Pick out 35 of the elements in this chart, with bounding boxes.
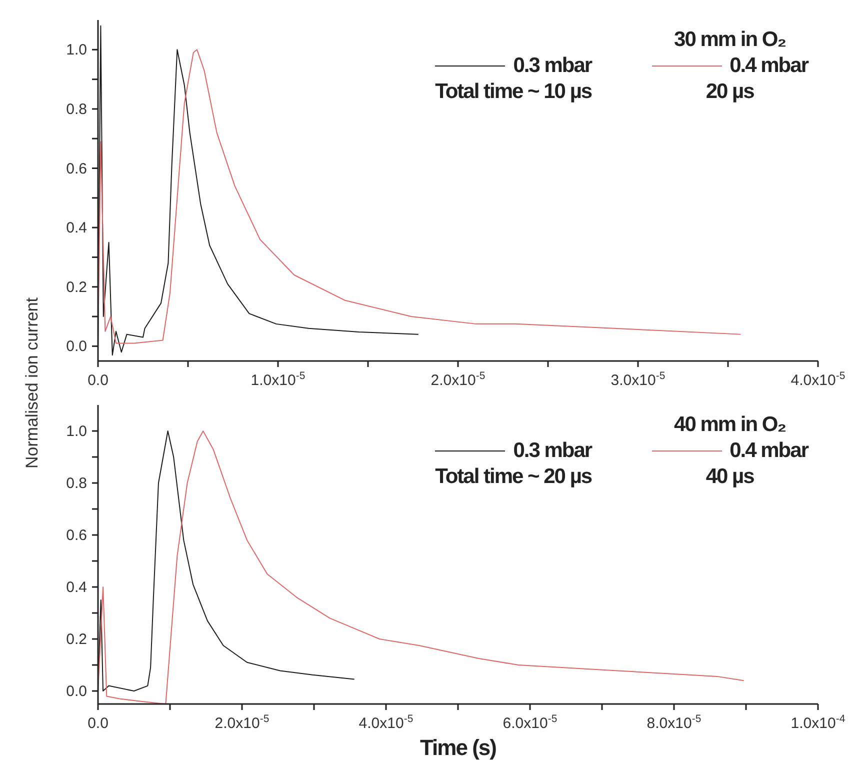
x-tick-label: 6.0x10$^{-5}$ [502, 713, 558, 732]
annotation: 40 mm in O₂ [673, 413, 787, 437]
y-tick-label: 1.0 [66, 42, 87, 59]
x-tick-label: 2.0x10$^{-5}$ [214, 713, 270, 732]
legend-label: 0.4 mbar [730, 54, 808, 78]
x-tick-label: 1.0x10$^{-5}$ [250, 370, 306, 389]
x-tick-label: 0.0 [88, 372, 108, 389]
annotation: 30 mm in O₂ [673, 28, 787, 52]
x-tick-label: 4.0x10$^{-5}$ [790, 370, 846, 389]
y-axis-title: Normalised ion current [22, 297, 42, 469]
legend-label: 0.4 mbar [730, 439, 808, 463]
annotation: Total time ~ 10 µs [435, 80, 592, 104]
legend-label: 0.3 mbar [513, 54, 592, 78]
x-axis-title: Time (s) [419, 734, 497, 762]
y-tick-label: 0.8 [66, 475, 87, 492]
y-tick-label: 0.4 [66, 220, 87, 237]
annotation: 20 µs [704, 80, 755, 104]
y-tick-label: 1.0 [66, 423, 87, 440]
y-tick-label: 0.0 [66, 338, 87, 356]
y-tick-label: 0.8 [66, 100, 87, 118]
annotation: Total time ~ 20 µs [435, 465, 592, 489]
legend-label: 0.3 mbar [513, 439, 592, 463]
y-tick-label: 0.6 [66, 160, 87, 178]
annotation: 40 µs [704, 465, 755, 489]
x-tick-label: 4.0x10$^{-5}$ [358, 713, 414, 732]
y-tick-label: 0.0 [66, 683, 87, 700]
y-tick-label: 0.6 [66, 527, 87, 544]
x-tick-label: 8.0x10$^{-5}$ [646, 713, 702, 732]
x-tick-label: 0.0 [88, 715, 108, 732]
x-tick-label: 1.0x10$^{-4}$ [790, 713, 846, 732]
y-tick-label: 0.2 [66, 278, 87, 296]
y-tick-label: 0.4 [66, 579, 87, 596]
x-tick-label: 2.0x10$^{-5}$ [430, 370, 486, 389]
y-tick-label: 0.2 [66, 631, 87, 648]
x-tick-label: 3.0x10$^{-5}$ [610, 370, 666, 389]
